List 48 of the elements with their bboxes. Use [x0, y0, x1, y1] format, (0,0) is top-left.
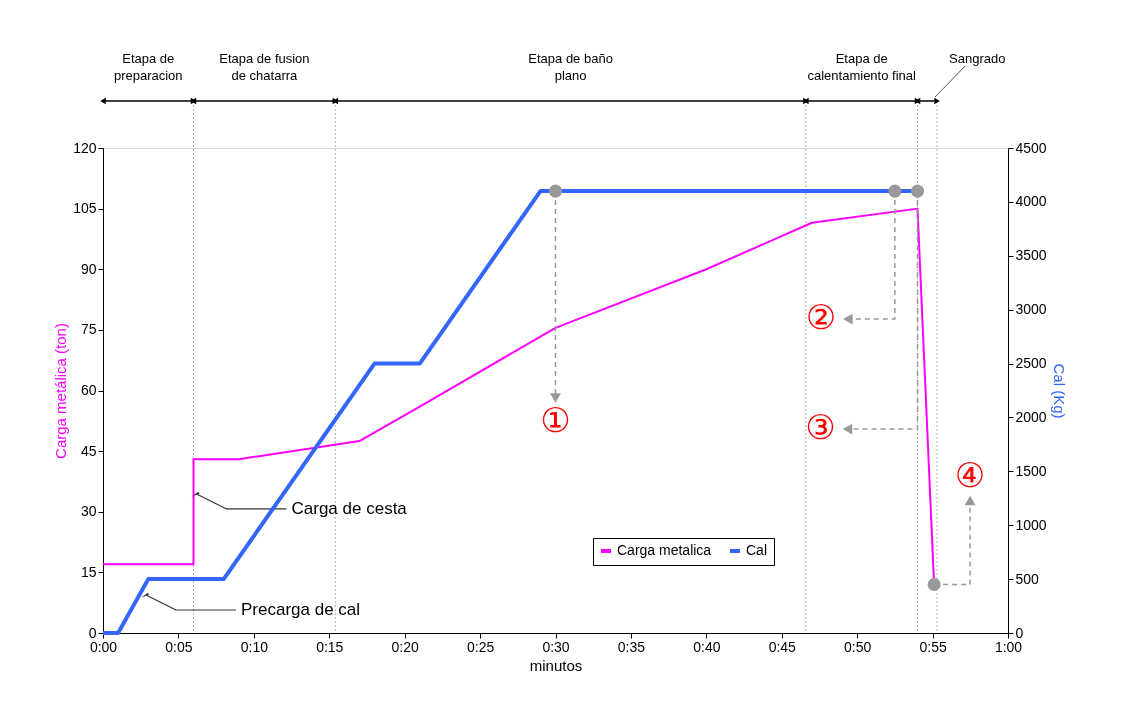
x-tick-label: 0:30 — [542, 638, 570, 655]
x-tick-label: 0:05 — [165, 638, 193, 655]
annotation: ① — [540, 400, 571, 441]
x-tick-label: 0:15 — [316, 638, 344, 655]
y-tick-label: 30 — [80, 503, 97, 520]
y-tick-label: 0 — [88, 624, 97, 641]
y-tick-label: 15 — [80, 563, 97, 580]
x-tick-label: 0:50 — [844, 638, 872, 655]
y-tick-label: 75 — [80, 321, 97, 338]
annotation: Precarga de cal — [240, 600, 361, 620]
y-tick-label: 105 — [73, 200, 97, 217]
y2-tick-label: 2000 — [1015, 408, 1047, 425]
text: Sangrado — [949, 51, 1006, 66]
x-tick-label: 0:10 — [240, 638, 269, 655]
y2-tick-label: 0 — [1015, 624, 1024, 641]
x-tick-label: 0:55 — [919, 638, 947, 655]
x-tick-label: 0:25 — [466, 638, 495, 655]
y2-axis-title: Cal (Kg) — [1050, 363, 1068, 419]
annotation: ④ — [954, 454, 986, 495]
y-tick-label: 120 — [73, 139, 97, 156]
legend-label: Carga metalica — [617, 542, 712, 558]
annotation: ② — [805, 297, 837, 338]
annotation: Carga de cesta — [291, 498, 408, 518]
text: Etapa de baño plano — [528, 51, 613, 83]
legend-label: Cal — [746, 542, 768, 558]
x-tick-label: 0:35 — [617, 638, 646, 655]
x-axis-title: minutos — [529, 656, 583, 674]
y2-tick-label: 1500 — [1015, 462, 1047, 479]
x-tick-label: 0:20 — [391, 638, 419, 655]
y-tick-label: 45 — [80, 442, 97, 459]
y2-tick-label: 3000 — [1015, 301, 1047, 318]
x-tick-label: 0:40 — [693, 638, 721, 655]
y2-tick-label: 2500 — [1015, 355, 1047, 372]
y-tick-label: 60 — [80, 382, 97, 398]
x-tick-label: 0:45 — [768, 638, 797, 655]
text: Etapa de fusion de chatarra — [219, 51, 310, 83]
y2-tick-label: 3500 — [1015, 247, 1047, 264]
y-axis-title: Carga metálica (ton) — [52, 323, 70, 459]
y-tick-label: 90 — [80, 260, 97, 277]
y2-tick-label: 500 — [1015, 570, 1040, 587]
text: Etapa de preparacion — [113, 51, 183, 83]
y2-tick-label: 4500 — [1015, 139, 1047, 156]
text: Etapa de calentamiento final — [807, 51, 916, 83]
y2-tick-label: 1000 — [1015, 516, 1047, 533]
y2-tick-label: 4000 — [1015, 193, 1047, 210]
x-tick-label: 1:00 — [994, 638, 1023, 655]
x-tick-label: 0:00 — [89, 638, 118, 655]
annotation: ③ — [805, 407, 836, 448]
